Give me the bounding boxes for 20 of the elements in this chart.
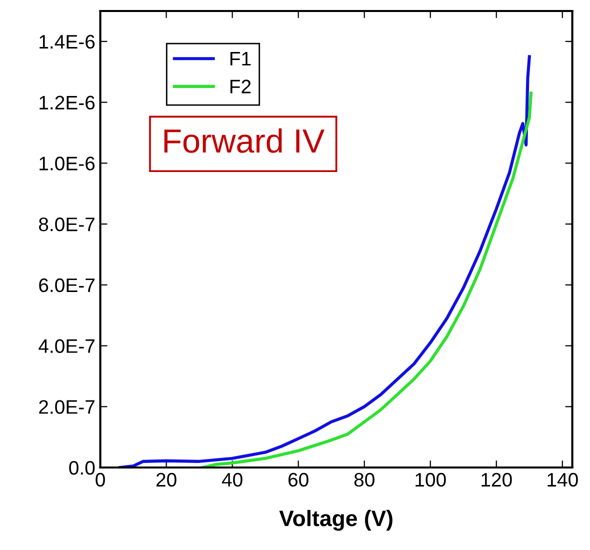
x-tick-label: 100 — [416, 472, 446, 487]
y-tick-label: 0.0 — [69, 460, 95, 475]
x-tick-label: 40 — [222, 472, 242, 487]
y-tick-label: 1.4E-6 — [40, 34, 95, 49]
x-tick-label: 120 — [482, 472, 512, 487]
legend-label: F2 — [230, 80, 251, 94]
legend-label: F1 — [230, 52, 251, 66]
x-tick-label: 0 — [96, 472, 105, 487]
y-tick-label: 1.0E-6 — [40, 156, 95, 170]
x-axis-title: Voltage (V) — [279, 510, 392, 531]
y-tick-label: 4.0E-7 — [38, 339, 94, 354]
y-tick-label: 1.2E-6 — [40, 96, 95, 110]
x-tick-label: 80 — [354, 472, 374, 487]
y-tick-label: 2.0E-7 — [39, 400, 94, 414]
x-tick-label: 60 — [288, 472, 308, 487]
x-tick-label: 20 — [156, 472, 176, 487]
annotation: Forward IV — [164, 128, 325, 153]
y-tick-label: 6.0E-7 — [39, 278, 94, 292]
y-tick-label: 8.0E-7 — [39, 218, 94, 232]
x-tick-label: 140 — [548, 472, 578, 487]
